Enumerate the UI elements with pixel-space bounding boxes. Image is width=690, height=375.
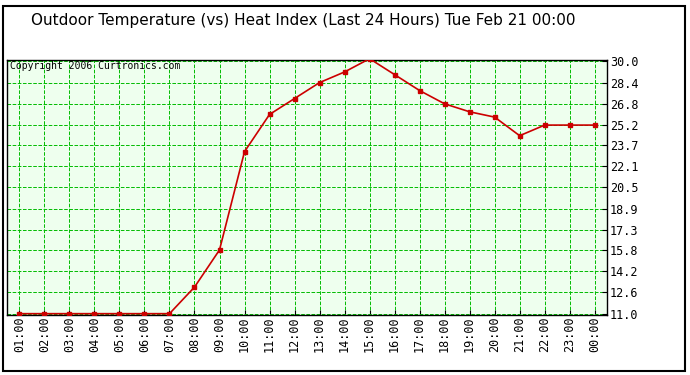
Text: Copyright 2006 Curtronics.com: Copyright 2006 Curtronics.com xyxy=(10,61,180,71)
Text: Outdoor Temperature (vs) Heat Index (Last 24 Hours) Tue Feb 21 00:00: Outdoor Temperature (vs) Heat Index (Las… xyxy=(31,13,576,28)
